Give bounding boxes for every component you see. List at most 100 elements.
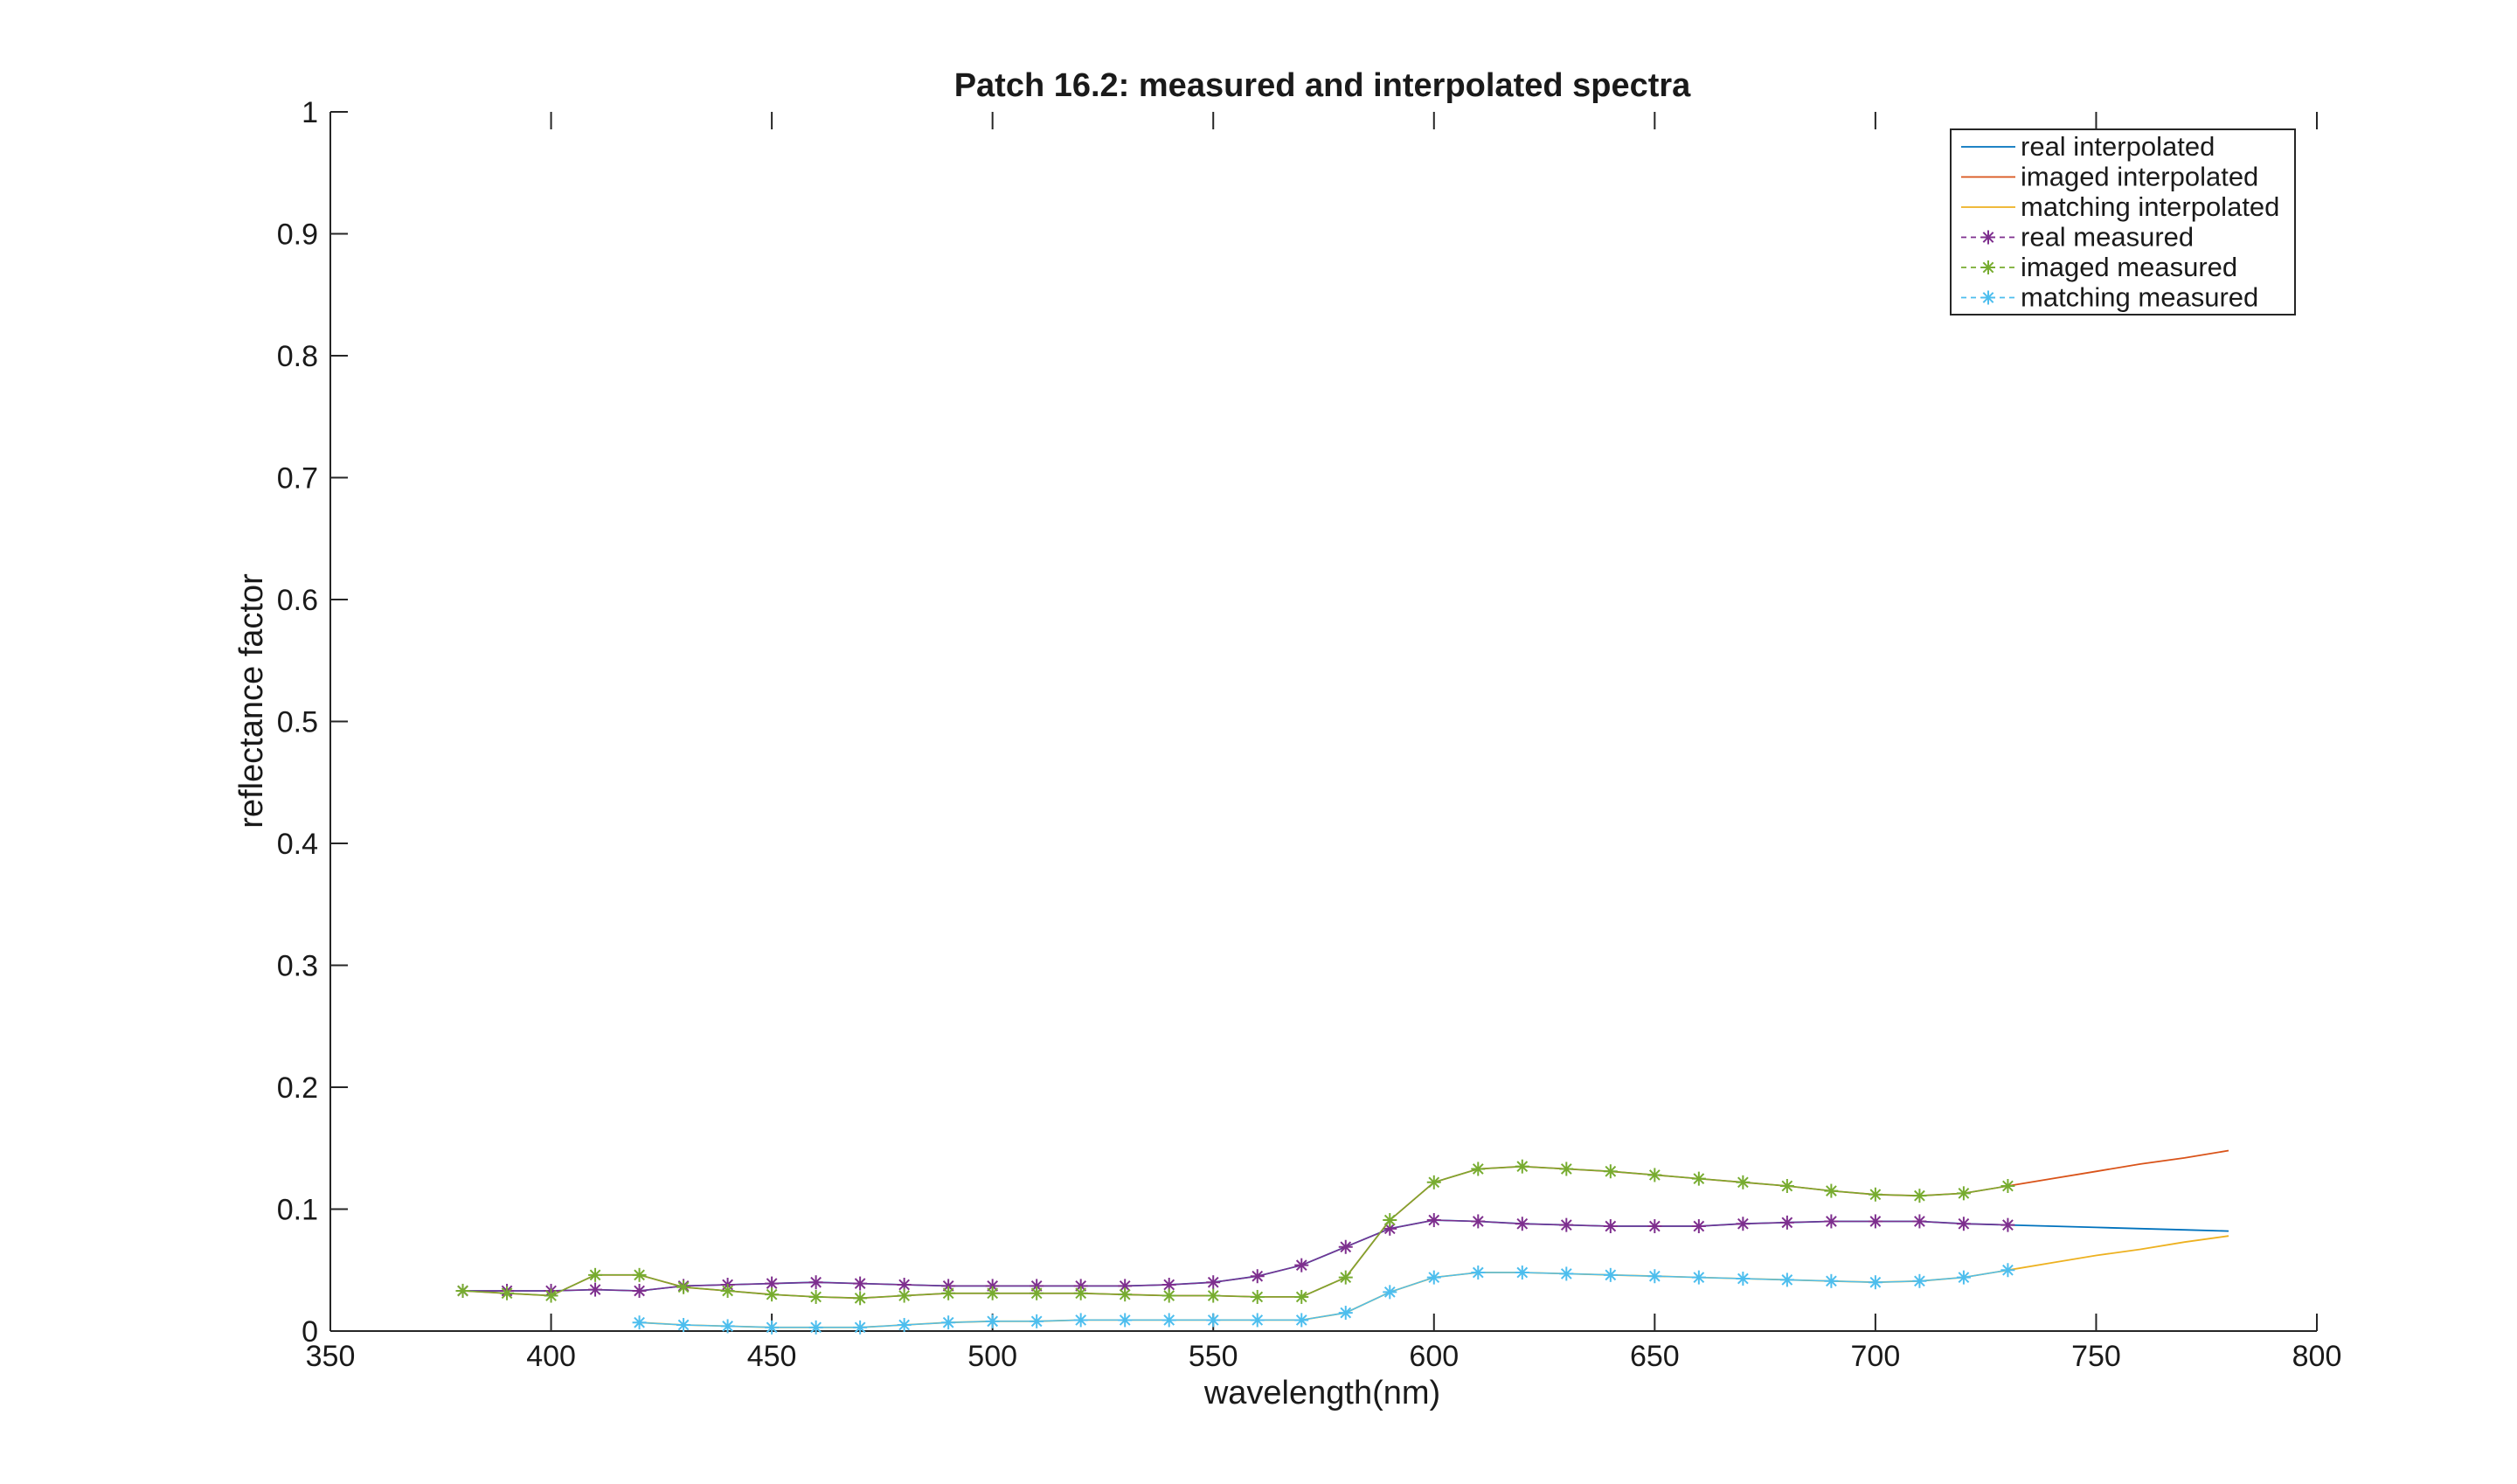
series-line-matching-measured — [639, 1269, 2008, 1328]
x-tick-label: 500 — [967, 1340, 1017, 1373]
data-point-imaged-measured — [544, 1288, 558, 1303]
legend-marker — [1981, 260, 1995, 274]
data-point-imaged-measured — [1118, 1287, 1133, 1302]
star-marker-stroke — [1163, 1279, 1175, 1291]
data-point-imaged-measured — [1073, 1286, 1088, 1300]
data-point-imaged-measured — [500, 1286, 515, 1300]
star-marker-stroke — [1560, 1219, 1572, 1231]
star-marker-stroke — [1340, 1241, 1352, 1253]
star-marker-stroke — [987, 1287, 999, 1300]
data-point-real-measured — [1912, 1214, 1927, 1229]
data-point-imaged-measured — [1206, 1288, 1221, 1303]
series-line-imaged-measured — [462, 1165, 2008, 1300]
star-marker-stroke — [1119, 1280, 1131, 1292]
legend-item: matching interpolated — [1961, 191, 2279, 222]
star-marker-stroke — [942, 1316, 954, 1328]
star-marker-stroke — [1560, 1268, 1572, 1279]
star-marker-stroke — [1030, 1315, 1043, 1328]
x-tick-label: 550 — [1189, 1340, 1238, 1373]
legend-item: matching measured — [1961, 282, 2258, 313]
star-marker-stroke — [1914, 1275, 1925, 1287]
data-point-real-measured — [765, 1276, 780, 1291]
star-marker-stroke — [1869, 1189, 1882, 1201]
data-point-matching-measured — [1603, 1267, 1618, 1282]
legend-item: imaged measured — [1961, 252, 2237, 282]
legend-label: real interpolated — [2021, 131, 2215, 162]
legend-label: matching measured — [2021, 282, 2258, 313]
data-point-matching-measured — [1779, 1272, 1794, 1287]
star-marker-stroke — [2002, 1180, 2014, 1192]
data-point-imaged-measured — [1338, 1270, 1353, 1285]
data-point-matching-measured — [1691, 1270, 1706, 1285]
data-point-matching-measured — [1118, 1313, 1133, 1328]
legend-box — [1950, 128, 2296, 316]
star-marker-stroke — [1252, 1291, 1264, 1303]
x-axis-label: wavelength(nm) — [1203, 1375, 1440, 1411]
y-tick-label: 0.6 — [277, 584, 318, 617]
data-point-imaged-measured — [720, 1283, 735, 1298]
data-point-imaged-measured — [1736, 1175, 1751, 1189]
data-point-imaged-measured — [765, 1287, 780, 1302]
x-tick-label: 750 — [2071, 1340, 2121, 1373]
legend-label: imaged measured — [2021, 252, 2237, 282]
star-marker-stroke — [1781, 1180, 1793, 1192]
star-marker-stroke — [634, 1269, 645, 1281]
star-marker-stroke — [1605, 1220, 1617, 1232]
axis-ticks: 350 400 450 500 550 600 650 700 750 800 0 0.1 0.2 0.3… — [277, 96, 2342, 1373]
star-marker-stroke — [1605, 1165, 1617, 1177]
data-point-matching-measured — [765, 1320, 780, 1335]
star-marker-stroke — [1252, 1270, 1264, 1282]
star-marker-stroke — [987, 1315, 999, 1328]
star-marker-stroke — [1472, 1266, 1484, 1279]
data-point-matching-measured — [1073, 1313, 1088, 1328]
x-tick-label: 450 — [747, 1340, 797, 1373]
data-point-real-measured — [588, 1282, 603, 1297]
data-point-imaged-measured — [1383, 1213, 1397, 1228]
star-marker-stroke — [1428, 1214, 1440, 1226]
data-point-real-measured — [1736, 1217, 1751, 1231]
data-point-matching-measured — [1515, 1266, 1529, 1280]
star-marker-stroke — [1737, 1217, 1749, 1230]
data-point-real-measured — [1647, 1219, 1662, 1234]
data-point-matching-measured — [1736, 1272, 1751, 1286]
star-marker-stroke — [634, 1316, 645, 1328]
data-point-imaged-measured — [1824, 1183, 1839, 1198]
data-point-real-measured — [1161, 1277, 1176, 1292]
data-point-matching-measured — [2000, 1263, 2015, 1278]
star-marker-stroke — [898, 1319, 911, 1331]
star-marker-stroke — [1826, 1275, 1837, 1287]
data-point-imaged-measured — [1779, 1178, 1794, 1193]
star-marker-stroke — [589, 1269, 601, 1281]
data-point-imaged-measured — [1956, 1186, 1971, 1201]
star-marker-stroke — [1560, 1163, 1572, 1175]
x-tick-label: 600 — [1409, 1340, 1459, 1373]
star-marker-stroke — [1075, 1287, 1087, 1300]
star-marker-stroke — [1958, 1188, 1970, 1199]
data-point-imaged-measured — [632, 1267, 647, 1282]
data-point-real-measured — [1824, 1214, 1839, 1229]
star-marker-stroke — [1163, 1314, 1175, 1326]
star-marker-stroke — [1428, 1272, 1440, 1283]
star-marker-stroke — [1982, 261, 1994, 274]
legend-label: real measured — [2021, 222, 2194, 253]
y-tick-label: 0.9 — [277, 218, 318, 252]
y-tick-label: 0.4 — [277, 828, 318, 861]
data-point-real-measured — [1603, 1219, 1618, 1234]
x-tick-label: 650 — [1630, 1340, 1680, 1373]
plot-area — [455, 1149, 2229, 1335]
data-point-real-measured — [1426, 1213, 1441, 1228]
data-point-imaged-measured — [455, 1283, 470, 1298]
data-point-imaged-measured — [2000, 1178, 2015, 1193]
data-point-real-measured — [1206, 1275, 1221, 1290]
star-marker-stroke — [1693, 1173, 1705, 1184]
y-axis-label: reflectance factor — [233, 573, 270, 829]
y-tick-label: 0.1 — [277, 1194, 318, 1227]
legend-label: matching interpolated — [2021, 191, 2279, 222]
data-point-matching-measured — [632, 1315, 647, 1330]
star-marker-stroke — [1295, 1291, 1307, 1303]
data-point-matching-measured — [1030, 1314, 1044, 1328]
star-marker-stroke — [1826, 1185, 1837, 1196]
data-point-imaged-measured — [941, 1286, 956, 1300]
